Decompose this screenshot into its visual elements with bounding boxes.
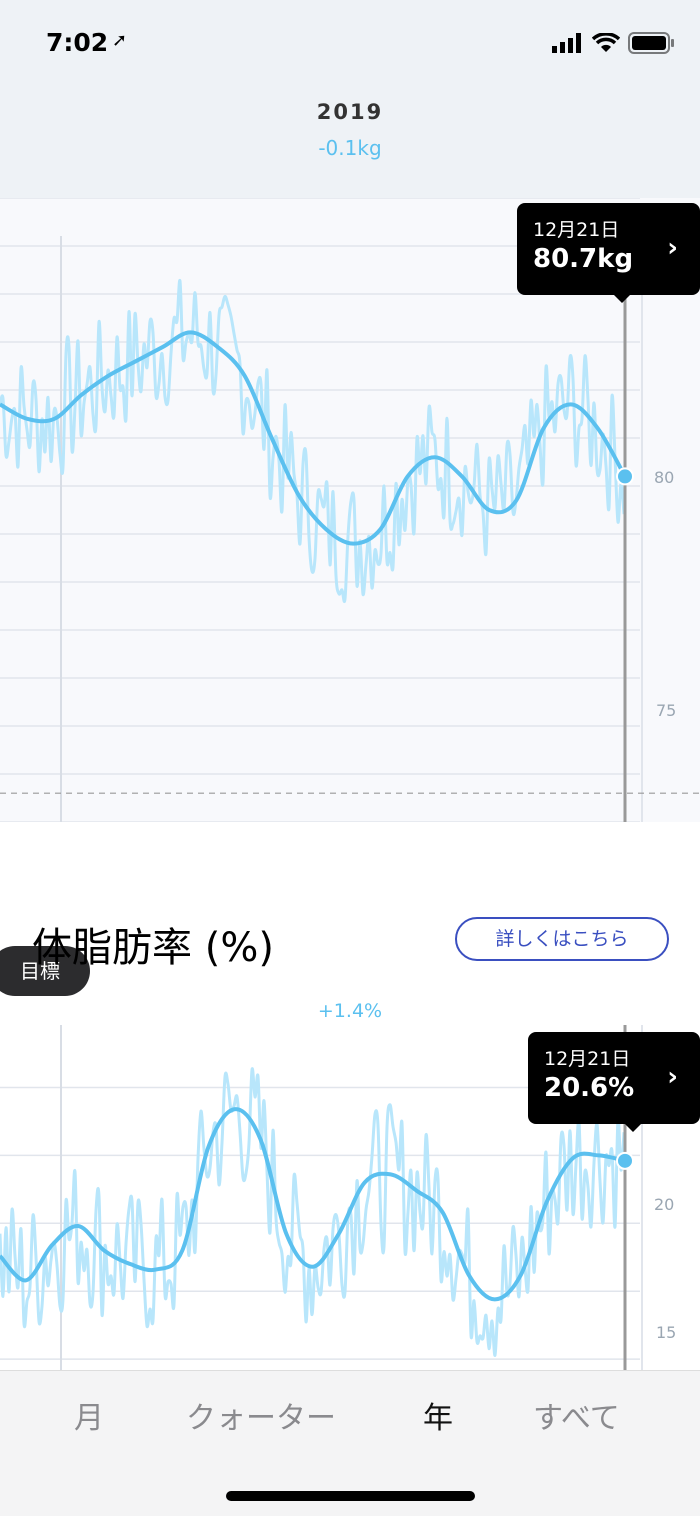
tooltip-value: 20.6% [544,1073,635,1103]
period-tab-bar: 月 クォーター 年 すべて [0,1370,700,1516]
y-tick-label: 15 [656,1323,677,1342]
trend-line [0,1107,626,1302]
y-tick-label: 20 [654,1195,675,1214]
tooltip-date: 12月21日 [533,219,620,241]
tab-quarter[interactable]: クォーター [186,1401,336,1436]
status-time: 7:02 [46,28,109,57]
home-indicator[interactable] [226,1491,475,1501]
battery-icon [628,32,674,54]
period-header: 2019 -0.1kg [0,70,700,198]
chevron-right-icon: › [667,233,678,263]
body-fat-chart[interactable]: 20 15 12月21日 20.6% › [0,1025,700,1370]
raw-data-line [0,1067,626,1357]
body-fat-change: +1.4% [317,1000,383,1022]
signal-icon [552,33,581,53]
raw-data-line [0,279,626,603]
weight-tooltip[interactable]: 12月21日 80.7kg › [517,203,700,303]
weight-chart-plot[interactable] [0,198,700,822]
body-fat-chart-plot[interactable] [0,1025,700,1370]
period-year: 2019 [316,100,384,124]
goal-label[interactable]: 目標 [0,946,90,996]
chevron-right-icon: › [667,1062,678,1092]
tooltip-date: 12月21日 [544,1048,631,1070]
status-bar: 7:02 ➚ [0,0,700,70]
section-title: 体脂肪率 (%) [32,925,274,971]
y-tick-label: 75 [656,701,677,720]
tooltip-value: 80.7kg [533,244,634,274]
more-details-button[interactable]: 詳しくはこちら [455,917,669,961]
wifi-icon [592,33,620,52]
weight-change: -0.1kg [318,136,382,160]
body-fat-tooltip[interactable]: 12月21日 20.6% › [528,1032,700,1132]
selected-point [616,1151,634,1170]
trend-line [0,330,627,546]
tab-all[interactable]: すべて [533,1401,620,1436]
y-tick-label: 80 [654,468,675,487]
selected-point [616,467,634,486]
location-arrow-icon: ➚ [112,30,128,51]
weight-chart[interactable]: 80 75 目標 12月21日 80.7kg › [0,198,700,996]
tab-year[interactable]: 年 [423,1401,453,1436]
tab-month[interactable]: 月 [74,1401,104,1436]
